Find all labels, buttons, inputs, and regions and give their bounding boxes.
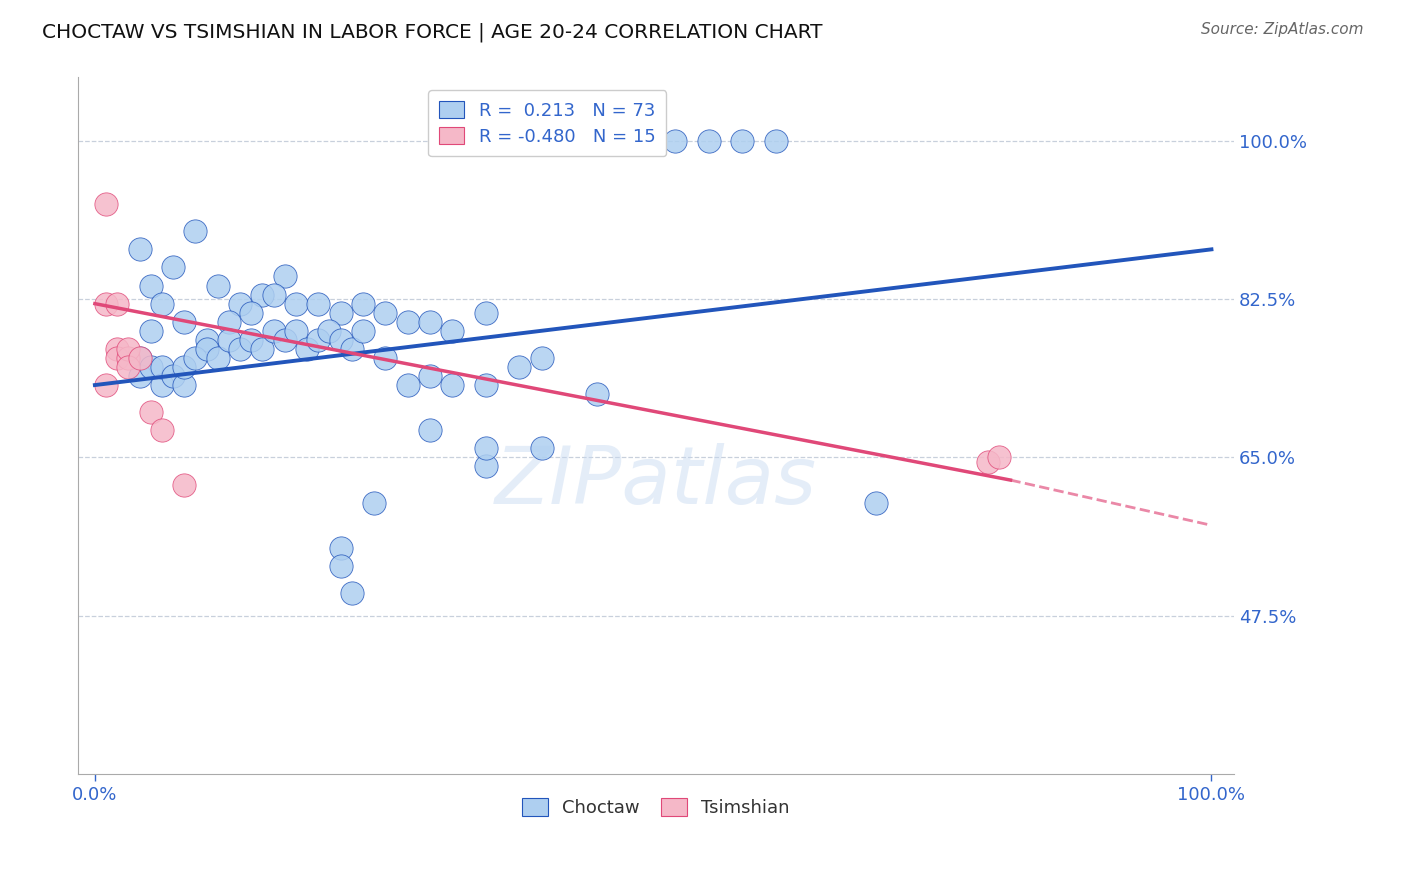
Point [117, 351, 139, 365]
Point [474, 378, 496, 392]
Point [352, 324, 374, 338]
Point [218, 315, 240, 329]
Point [329, 559, 352, 574]
Point [139, 405, 162, 419]
Point [150, 378, 173, 392]
Point [218, 333, 240, 347]
Point [474, 306, 496, 320]
Point [240, 333, 263, 347]
Point [273, 333, 295, 347]
Point [117, 359, 139, 374]
Point [94, 296, 117, 310]
Point [307, 333, 329, 347]
Point [485, 134, 508, 148]
Point [273, 269, 295, 284]
Point [329, 541, 352, 555]
Point [207, 351, 229, 365]
Text: CHOCTAW VS TSIMSHIAN IN LABOR FORCE | AGE 20-24 CORRELATION CHART: CHOCTAW VS TSIMSHIAN IN LABOR FORCE | AG… [42, 22, 823, 42]
Point [374, 351, 396, 365]
Point [139, 324, 162, 338]
Point [307, 296, 329, 310]
Point [530, 442, 553, 456]
Point [865, 496, 887, 510]
Point [105, 351, 128, 365]
Point [94, 197, 117, 211]
Point [731, 134, 754, 148]
Point [374, 306, 396, 320]
Text: ZIPatlas: ZIPatlas [495, 442, 817, 521]
Point [340, 342, 363, 356]
Point [631, 134, 654, 148]
Point [977, 455, 1000, 469]
Point [318, 324, 340, 338]
Point [508, 359, 530, 374]
Point [173, 477, 195, 491]
Point [352, 296, 374, 310]
Point [105, 342, 128, 356]
Point [474, 442, 496, 456]
Point [419, 423, 441, 437]
Point [340, 586, 363, 600]
Point [474, 459, 496, 474]
Point [530, 351, 553, 365]
Point [329, 306, 352, 320]
Point [117, 342, 139, 356]
Point [586, 387, 609, 401]
Point [173, 359, 195, 374]
Point [207, 278, 229, 293]
Point [162, 369, 184, 384]
Point [295, 342, 318, 356]
Point [988, 450, 1011, 465]
Point [195, 342, 218, 356]
Point [441, 324, 464, 338]
Text: Source: ZipAtlas.com: Source: ZipAtlas.com [1201, 22, 1364, 37]
Point [363, 496, 385, 510]
Point [184, 224, 207, 238]
Point [240, 306, 263, 320]
Point [252, 287, 274, 301]
Point [252, 342, 274, 356]
Point [128, 351, 150, 365]
Point [664, 134, 686, 148]
Point [419, 315, 441, 329]
Point [697, 134, 720, 148]
Point [150, 296, 173, 310]
Point [162, 260, 184, 275]
Point [139, 359, 162, 374]
Point [150, 359, 173, 374]
Point [575, 134, 598, 148]
Point [94, 378, 117, 392]
Point [329, 333, 352, 347]
Point [396, 315, 419, 329]
Point [229, 296, 252, 310]
Point [195, 333, 218, 347]
Point [263, 287, 285, 301]
Point [765, 134, 787, 148]
Legend: Choctaw, Tsimshian: Choctaw, Tsimshian [515, 791, 797, 824]
Point [105, 296, 128, 310]
Point [441, 378, 464, 392]
Point [128, 351, 150, 365]
Point [173, 315, 195, 329]
Point [263, 324, 285, 338]
Point [284, 296, 307, 310]
Point [150, 423, 173, 437]
Point [530, 134, 553, 148]
Point [396, 378, 419, 392]
Point [419, 369, 441, 384]
Point [173, 378, 195, 392]
Point [139, 278, 162, 293]
Point [184, 351, 207, 365]
Point [128, 243, 150, 257]
Point [128, 369, 150, 384]
Point [229, 342, 252, 356]
Point [284, 324, 307, 338]
